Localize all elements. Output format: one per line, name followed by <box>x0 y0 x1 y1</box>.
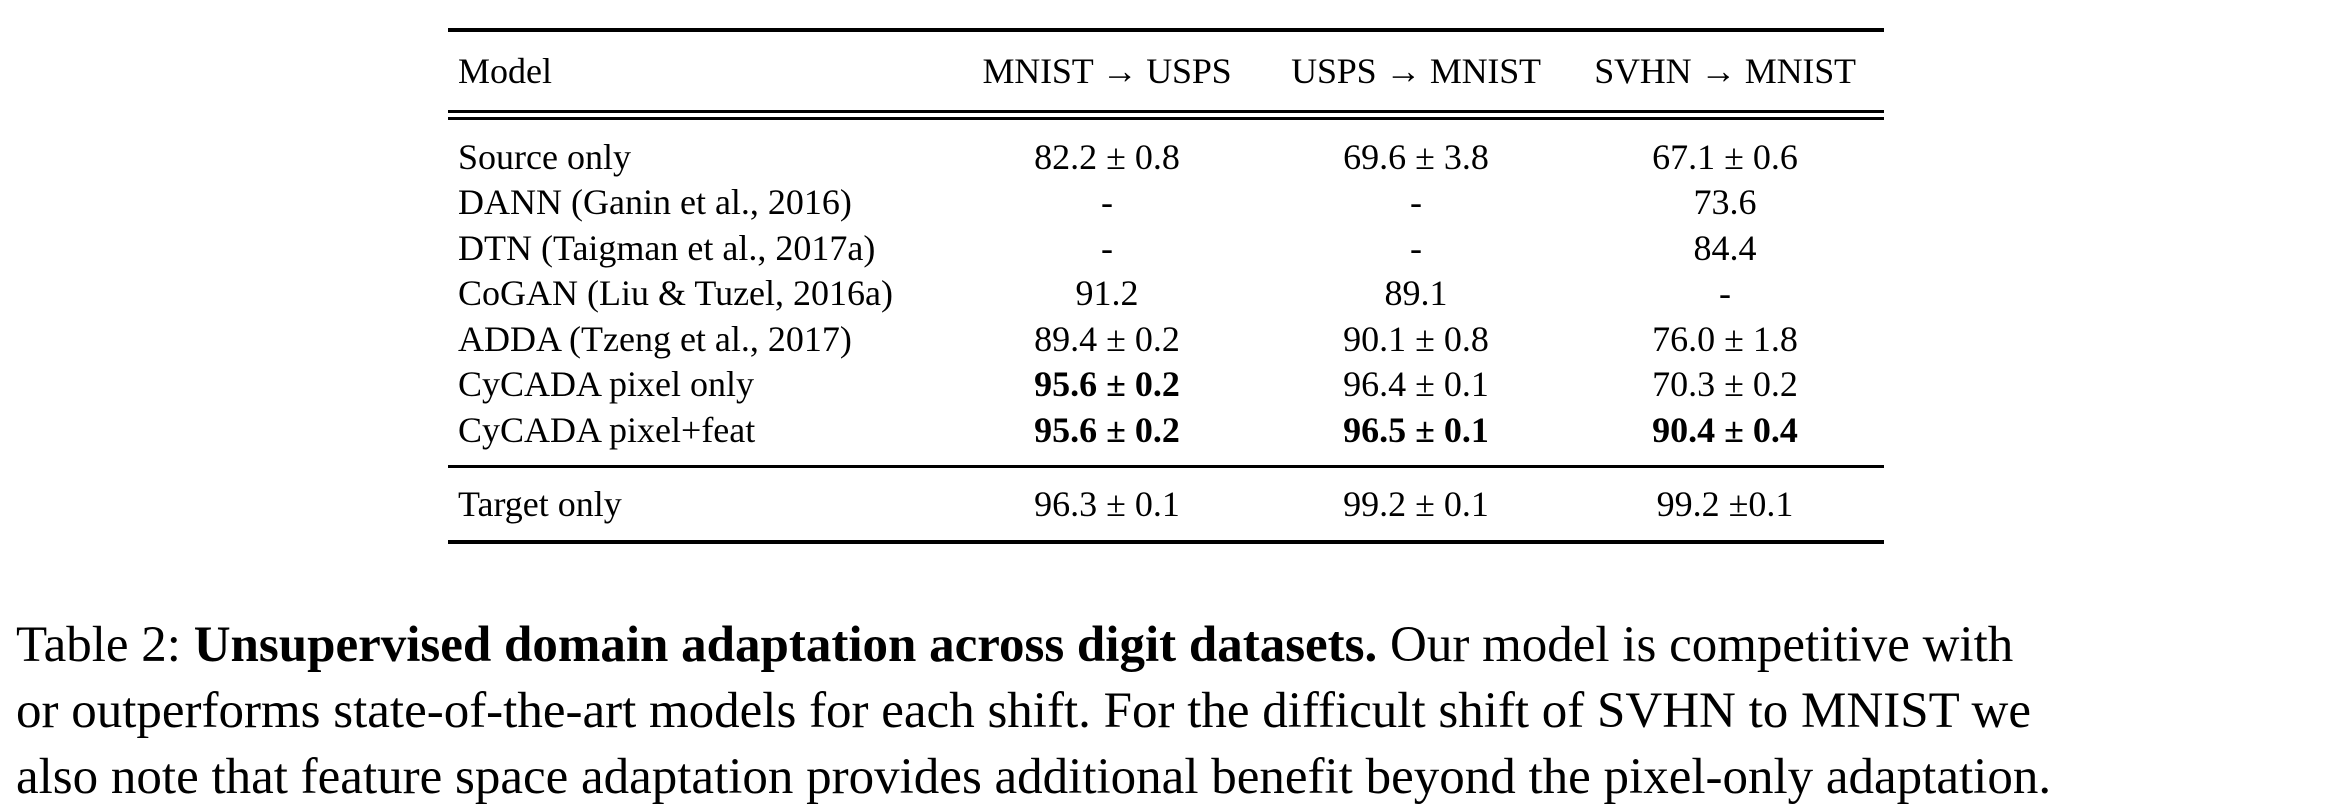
table-caption: Table 2: Unsupervised domain adaptation … <box>16 612 2326 810</box>
cell-model: CyCADA pixel+feat <box>458 409 756 450</box>
table-row: Source only 82.2 ± 0.8 69.6 ± 3.8 67.1 ± 0.… <box>448 134 1884 180</box>
caption-bold-title: Unsupervised domain adaptation across di… <box>193 617 1378 673</box>
cell-model: CyCADA pixel only <box>458 364 755 405</box>
cell-model: Source only <box>458 136 631 177</box>
table-body: Source only 82.2 ± 0.8 69.6 ± 3.8 67.1 ± 0.… <box>448 134 1884 453</box>
table-row: ADDA (Tzeng et al., 2017) 89.4 ± 0.2 90.1 … <box>448 316 1884 362</box>
cell-model: CoGAN (Liu & Tuzel, 2016a) <box>458 273 893 314</box>
table-mid-rule <box>448 464 1884 468</box>
table-row: CyCADA pixel+feat 95.6 ± 0.2 96.5 ± 0.1 90.… <box>448 407 1884 453</box>
cell-mnist-to-usps: 82.2 ± 0.8 <box>1034 136 1180 177</box>
header-usps-to-mnist: USPS → MNIST <box>1291 51 1541 91</box>
caption-line-1: Table 2: Unsupervised domain adaptation … <box>16 612 2326 678</box>
cell-svhn-to-mnist: 76.0 ± 1.8 <box>1652 318 1798 359</box>
table-row-target-only: Target only 96.3 ± 0.1 99.2 ± 0.1 99.2 ±… <box>448 468 1884 540</box>
target-usps-to-mnist: 99.2 ± 0.1 <box>1343 483 1489 524</box>
table-bottom-rule <box>448 539 1884 544</box>
header-model: Model <box>458 51 552 91</box>
table-row: CyCADA pixel only 95.6 ± 0.2 96.4 ± 0.1 70.… <box>448 362 1884 408</box>
cell-svhn-to-mnist: 90.4 ± 0.4 <box>1652 409 1798 450</box>
target-mnist-to-usps: 96.3 ± 0.1 <box>1034 483 1180 524</box>
cell-mnist-to-usps: 89.4 ± 0.2 <box>1034 318 1180 359</box>
caption-label: Table 2: <box>16 617 194 673</box>
cell-usps-to-mnist: - <box>1410 182 1422 223</box>
cell-model: DTN (Taigman et al., 2017a) <box>458 227 876 268</box>
caption-line-3: also note that feature space adaptation … <box>16 749 2052 805</box>
table-row: DTN (Taigman et al., 2017a) - - 84.4 <box>448 225 1884 271</box>
cell-model: ADDA (Tzeng et al., 2017) <box>458 318 852 359</box>
cell-svhn-to-mnist: 70.3 ± 0.2 <box>1652 364 1798 405</box>
header-svhn-to-mnist: SVHN → MNIST <box>1594 51 1856 91</box>
cell-mnist-to-usps: 91.2 <box>1075 273 1139 314</box>
cell-svhn-to-mnist: 67.1 ± 0.6 <box>1652 136 1798 177</box>
cell-usps-to-mnist: - <box>1410 227 1422 268</box>
caption-line-2: or outperforms state-of-the-art models f… <box>16 683 2032 739</box>
table-row: CoGAN (Liu & Tuzel, 2016a) 91.2 89.1 - <box>448 271 1884 317</box>
cell-mnist-to-usps: - <box>1101 227 1113 268</box>
cell-usps-to-mnist: 90.1 ± 0.8 <box>1343 318 1489 359</box>
target-svhn-to-mnist: 99.2 ±0.1 <box>1656 483 1794 524</box>
table-header-row: Model MNIST → USPS USPS → MNIST SVHN → M… <box>448 32 1884 110</box>
cell-mnist-to-usps: - <box>1101 182 1113 223</box>
cell-svhn-to-mnist: 73.6 <box>1693 182 1757 223</box>
header-mnist-to-usps: MNIST → USPS <box>982 51 1232 91</box>
cell-usps-to-mnist: 89.1 <box>1384 273 1448 314</box>
table-top-rule <box>448 28 1884 32</box>
target-model: Target only <box>458 483 622 524</box>
cell-usps-to-mnist: 69.6 ± 3.8 <box>1343 136 1489 177</box>
results-table: Model MNIST → USPS USPS → MNIST SVHN → M… <box>448 28 1884 544</box>
cell-svhn-to-mnist: 84.4 <box>1693 227 1757 268</box>
cell-mnist-to-usps: 95.6 ± 0.2 <box>1034 409 1180 450</box>
cell-model: DANN (Ganin et al., 2016) <box>458 182 852 223</box>
table-row: DANN (Ganin et al., 2016) - - 73.6 <box>448 180 1884 226</box>
cell-svhn-to-mnist: - <box>1719 273 1731 314</box>
cell-mnist-to-usps: 95.6 ± 0.2 <box>1034 364 1180 405</box>
cell-usps-to-mnist: 96.4 ± 0.1 <box>1343 364 1489 405</box>
caption-line1-rest: Our model is competitive with <box>1377 617 2014 673</box>
cell-usps-to-mnist: 96.5 ± 0.1 <box>1343 409 1489 450</box>
table-header-double-rule <box>448 110 1884 120</box>
